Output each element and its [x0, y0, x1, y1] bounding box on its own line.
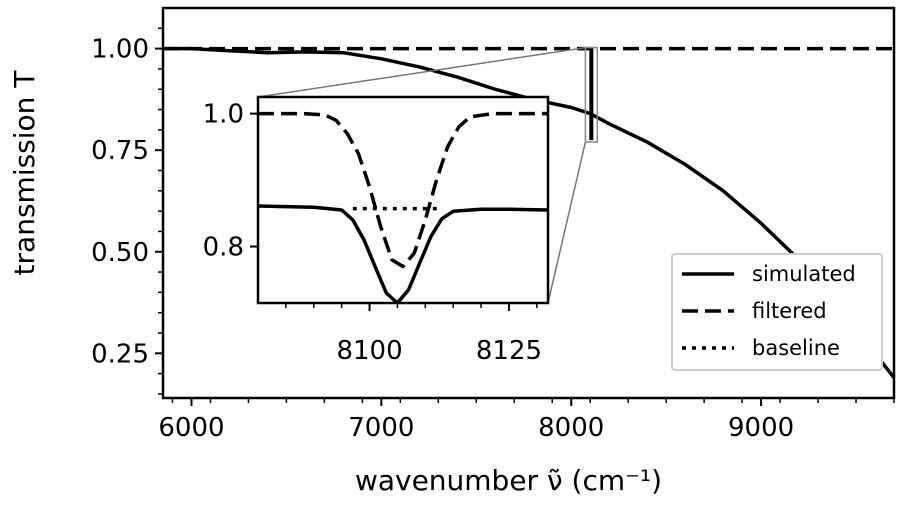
inset-plot-data	[258, 111, 548, 303]
zoom-connector-top	[257, 46, 586, 98]
legend-label-simulated: simulated	[752, 262, 856, 286]
legend: simulated filtered baseline	[671, 253, 883, 371]
legend-label-filtered: filtered	[752, 299, 827, 323]
x-tick-label: 7000	[348, 413, 414, 443]
x-tick-label: 9000	[728, 413, 794, 443]
inset-frame	[256, 95, 550, 305]
legend-label-baseline: baseline	[752, 336, 840, 360]
main-plot-data	[163, 46, 894, 379]
main-plot-frame	[161, 6, 896, 400]
y-tick-label: 0.25	[91, 339, 149, 369]
zoom-region-box	[584, 46, 599, 143]
y-tick-label: 0.75	[91, 136, 149, 166]
zoom-connector-lines	[257, 46, 587, 304]
legend-box	[671, 253, 883, 371]
inset-background	[258, 97, 548, 303]
zoom-connector-bottom	[547, 141, 587, 304]
series-line-simulated	[163, 46, 894, 379]
x-tick-label: 6000	[158, 413, 224, 443]
inset-y-tick-label: 0.8	[203, 233, 244, 263]
inset-series-line-simulated	[258, 204, 548, 303]
y-tick-label: 1.00	[91, 35, 149, 65]
y-tick-label: 0.50	[91, 238, 149, 268]
y-axis-label: transmission T	[8, 70, 41, 276]
x-tick-label: 8000	[538, 413, 604, 443]
inset-axis-ticks: 8100 8125 0.8 1.0	[203, 100, 542, 366]
inset-series-line-filtered	[258, 111, 548, 269]
inset-x-tick-label: 8100	[336, 336, 402, 366]
inset-x-tick-label: 8125	[476, 336, 542, 366]
x-axis-label: wavenumber ν̃ (cm⁻¹)	[355, 464, 662, 497]
inset-plot: 8100 8125 0.8 1.0	[203, 95, 550, 366]
main-axis-ticks: 6000 7000 8000 9000 0.25 0.50 0.75 1.00	[91, 27, 895, 443]
inset-y-tick-label: 1.0	[203, 100, 244, 130]
